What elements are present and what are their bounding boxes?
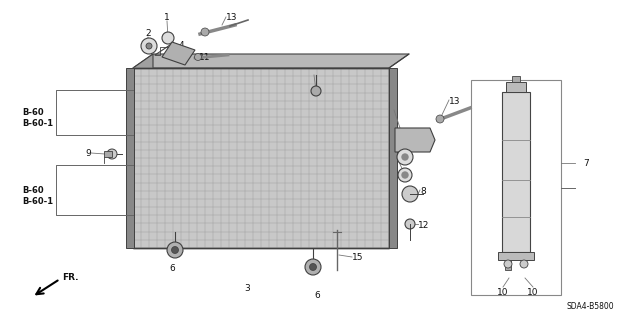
- Text: 7: 7: [583, 159, 589, 167]
- Bar: [104, 151, 112, 157]
- Circle shape: [201, 28, 209, 36]
- Circle shape: [162, 32, 174, 44]
- Text: 13: 13: [449, 97, 461, 106]
- Text: 2: 2: [396, 154, 402, 163]
- Circle shape: [311, 86, 321, 96]
- Circle shape: [520, 260, 528, 268]
- Circle shape: [402, 172, 408, 178]
- Circle shape: [146, 43, 152, 49]
- Circle shape: [402, 186, 418, 202]
- Text: 1: 1: [396, 140, 402, 149]
- Text: 6: 6: [314, 291, 320, 300]
- Circle shape: [397, 149, 413, 165]
- Text: 10: 10: [527, 288, 539, 297]
- Text: 14: 14: [313, 70, 324, 79]
- Bar: [126, 68, 134, 248]
- Circle shape: [310, 263, 317, 271]
- Text: SDA4-B5800: SDA4-B5800: [566, 302, 614, 311]
- Bar: [502, 92, 530, 252]
- Bar: [512, 76, 520, 82]
- Circle shape: [141, 38, 157, 54]
- Polygon shape: [133, 54, 153, 248]
- Text: 10: 10: [497, 288, 509, 297]
- Bar: [471, 80, 561, 295]
- Polygon shape: [133, 68, 389, 248]
- Circle shape: [172, 247, 179, 254]
- Circle shape: [305, 259, 321, 275]
- Circle shape: [398, 168, 412, 182]
- Circle shape: [405, 219, 415, 229]
- Polygon shape: [395, 128, 435, 152]
- Text: 15: 15: [352, 254, 364, 263]
- Bar: [506, 82, 526, 92]
- Bar: [389, 68, 397, 248]
- Circle shape: [436, 115, 444, 123]
- Text: 2: 2: [145, 29, 151, 38]
- Text: 1: 1: [164, 13, 170, 22]
- Text: 13: 13: [226, 13, 237, 23]
- Bar: [498, 252, 534, 260]
- Polygon shape: [162, 42, 195, 65]
- Text: 4: 4: [179, 41, 184, 50]
- Circle shape: [195, 54, 202, 61]
- Polygon shape: [133, 54, 409, 68]
- Text: B-60
B-60-1: B-60 B-60-1: [22, 186, 53, 206]
- Text: 6: 6: [169, 264, 175, 273]
- Circle shape: [107, 149, 117, 159]
- Text: 3: 3: [244, 284, 250, 293]
- Circle shape: [504, 260, 512, 268]
- Circle shape: [402, 154, 408, 160]
- Text: 11: 11: [199, 54, 211, 63]
- Bar: [505, 260, 511, 270]
- Text: FR.: FR.: [62, 272, 79, 281]
- Circle shape: [167, 242, 183, 258]
- Text: 8: 8: [420, 187, 426, 196]
- Text: 5: 5: [391, 102, 397, 111]
- Text: B-60
B-60-1: B-60 B-60-1: [22, 108, 53, 128]
- Text: 9: 9: [85, 149, 91, 158]
- Text: 12: 12: [418, 220, 429, 229]
